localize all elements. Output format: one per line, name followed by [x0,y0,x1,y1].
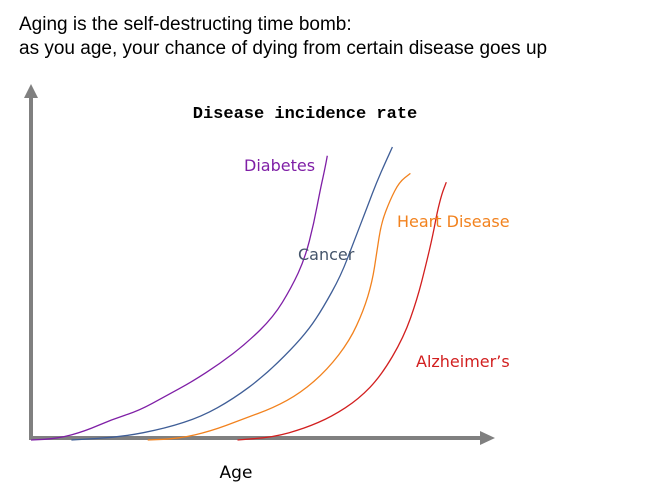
series-line-cancer [71,146,393,441]
x-axis-label: Age [220,463,253,483]
series-label-cancer: Cancer [298,245,355,264]
heading-line-2: as you age, your chance of dying from ce… [19,38,548,59]
series-label-diabetes: Diabetes [244,156,315,175]
series-layer [30,146,447,441]
heading-line-1: Aging is the self-destructing time bomb: [19,14,352,35]
chart-title: Disease incidence rate [193,105,417,124]
series-label-alzheimers: Alzheimer’s [416,352,510,371]
series-line-diabetes [30,155,328,441]
x-axis-arrowhead [480,431,495,445]
series-line-alzheimer-s [237,181,447,441]
y-axis-arrowhead [24,84,38,98]
series-line-heart-disease [147,172,411,441]
series-label-heart-disease: Heart Disease [397,212,510,231]
